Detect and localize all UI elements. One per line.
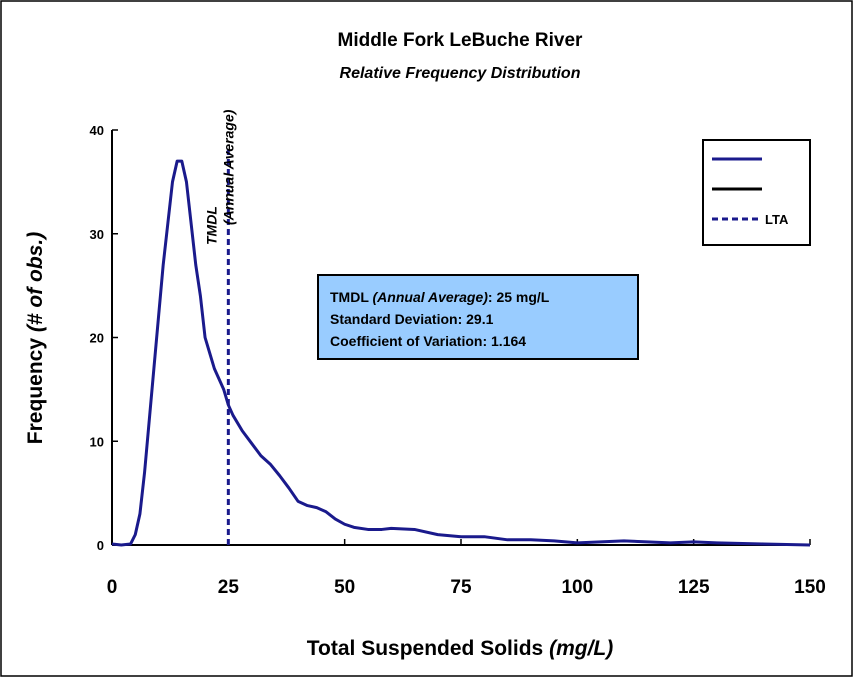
x-tick-label: 150	[794, 577, 826, 598]
y-tick-label: 40	[90, 123, 104, 138]
y-axis-title-text: Frequency	[24, 332, 47, 444]
stats-text: Standard Deviation: 29.1	[330, 311, 494, 327]
chart-title: Middle Fork LeBuche River	[338, 30, 584, 51]
y-tick-label: 20	[90, 331, 104, 346]
x-tick-label: 100	[561, 577, 593, 598]
y-tick-label: 10	[90, 434, 104, 449]
stats-text: Coefficient of Variation: 1.164	[330, 333, 526, 349]
x-tick-label: 75	[450, 577, 472, 598]
y-tick-label: 30	[90, 227, 104, 242]
lta-annotation: TMDL(Annual Average)	[203, 109, 236, 245]
x-tick-label: 25	[218, 577, 240, 598]
chart-subtitle: Relative Frequency Distribution	[340, 65, 581, 82]
stats-line: TMDL (Annual Average): 25 mg/L	[330, 289, 550, 305]
lta-annotation-line: TMDL	[203, 206, 219, 245]
stats-line: Coefficient of Variation: 1.164	[330, 333, 526, 349]
stats-box	[317, 274, 639, 360]
x-axis-title-unit: (mg/L)	[549, 637, 613, 660]
stats-line: Standard Deviation: 29.1	[330, 311, 494, 327]
stats-text: : 25 mg/L	[488, 289, 550, 305]
y-axis-title-unit: (# of obs.)	[24, 232, 47, 332]
stats-text: (Annual Average)	[373, 289, 489, 305]
x-tick-label: 0	[107, 577, 118, 598]
x-tick-label: 50	[334, 577, 355, 598]
x-axis-title-text: Total Suspended Solids	[307, 637, 549, 660]
stats-text: TMDL	[330, 289, 373, 305]
x-axis-title: Total Suspended Solids (mg/L)	[307, 637, 613, 660]
frequency-curve	[111, 159, 811, 547]
legend	[702, 139, 811, 246]
x-tick-label: 125	[678, 577, 710, 598]
legend-label: LTA	[765, 212, 789, 227]
lta-annotation-line: (Annual Average)	[220, 109, 236, 225]
y-axis-title: Frequency (# of obs.)	[24, 232, 47, 444]
y-tick-label: 0	[97, 538, 104, 553]
